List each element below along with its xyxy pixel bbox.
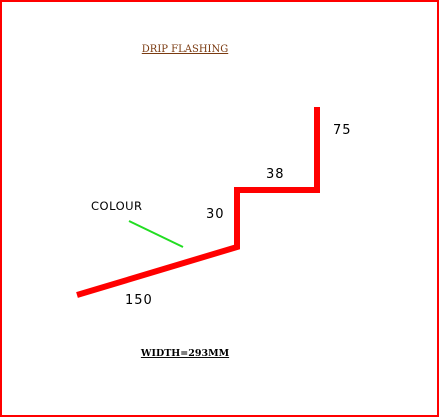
diagram-title: DRIP FLASHING (142, 44, 228, 55)
dimension-38: 38 (266, 167, 285, 182)
width-note: WIDTH=293MM (140, 348, 230, 359)
dimension-30: 30 (206, 207, 225, 222)
dimension-75: 75 (333, 123, 352, 138)
colour-label: COLOUR (91, 199, 143, 213)
dimension-150: 150 (125, 293, 153, 308)
colour-indicator-line (128, 220, 184, 248)
flashing-profile (76, 107, 320, 298)
